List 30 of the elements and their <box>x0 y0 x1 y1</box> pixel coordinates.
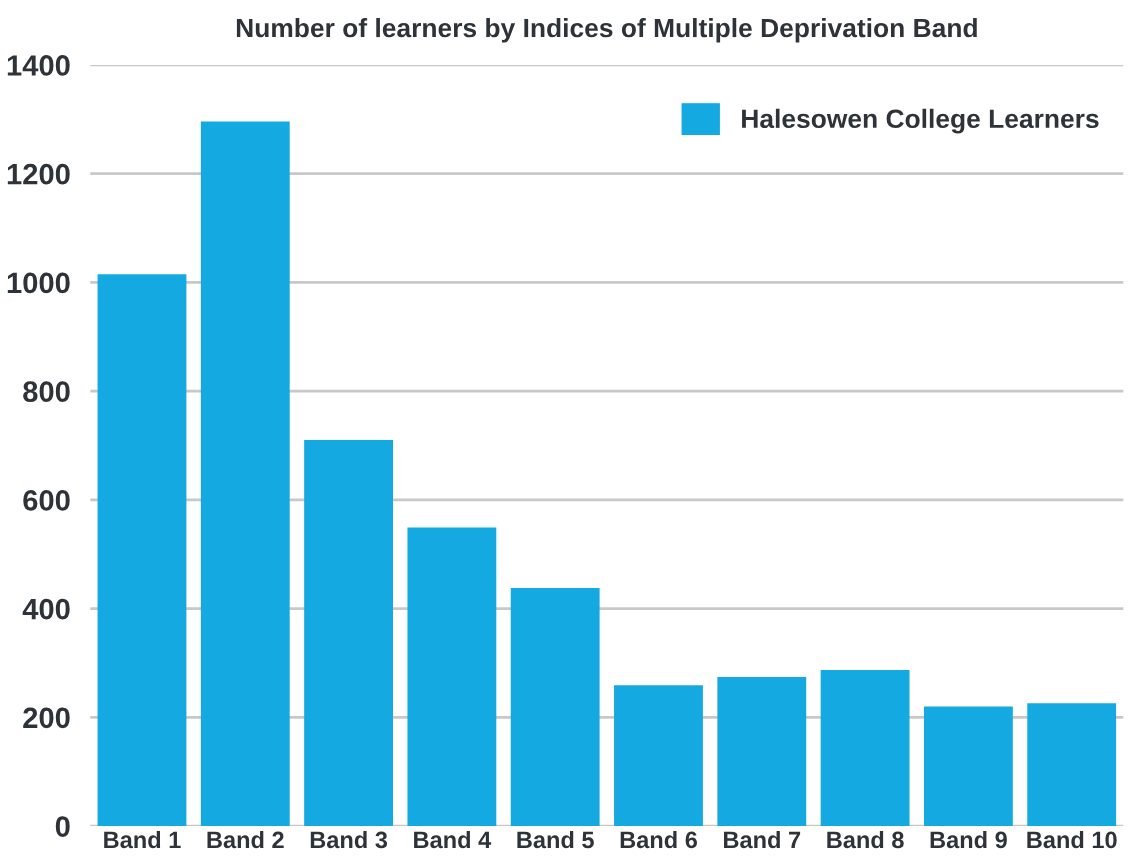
bar <box>304 440 393 827</box>
bar <box>200 121 290 827</box>
x-tick-label: Band 7 <box>724 830 801 849</box>
x-tick-label: Band 2 <box>207 830 284 849</box>
y-tick-label: 1400 <box>7 55 70 76</box>
y-tick-label: 400 <box>22 598 70 620</box>
x-tick-label: Band 10 <box>1027 830 1117 849</box>
bar <box>407 527 497 827</box>
y-tick-label: 800 <box>23 381 70 402</box>
x-tick-label: Band 4 <box>414 830 492 849</box>
y-tick-label: 1000 <box>7 272 70 294</box>
x-tick-label: Band 1 <box>104 830 181 849</box>
bar <box>923 706 1013 827</box>
bar <box>820 670 910 827</box>
bar <box>1027 703 1117 827</box>
bar <box>717 677 807 827</box>
x-tick-label: Band 5 <box>517 830 594 849</box>
y-tick-label: 600 <box>23 490 70 511</box>
chart-title: Number of learners by Indices of Multiple Deprivation Band <box>236 17 977 43</box>
x-tick-label: Band 3 <box>310 830 388 849</box>
bar <box>614 685 703 827</box>
legend-label: Halesowen College Learners <box>742 108 1099 134</box>
bar <box>97 274 187 827</box>
y-tick-label: 0 <box>55 816 70 837</box>
x-tick-label: Band 8 <box>827 830 904 849</box>
bar <box>510 587 600 827</box>
x-tick-label: Band 6 <box>620 830 697 849</box>
y-tick-label: 1200 <box>7 163 70 185</box>
y-tick-label: 200 <box>23 707 70 729</box>
x-tick-label: Band 9 <box>930 830 1007 849</box>
